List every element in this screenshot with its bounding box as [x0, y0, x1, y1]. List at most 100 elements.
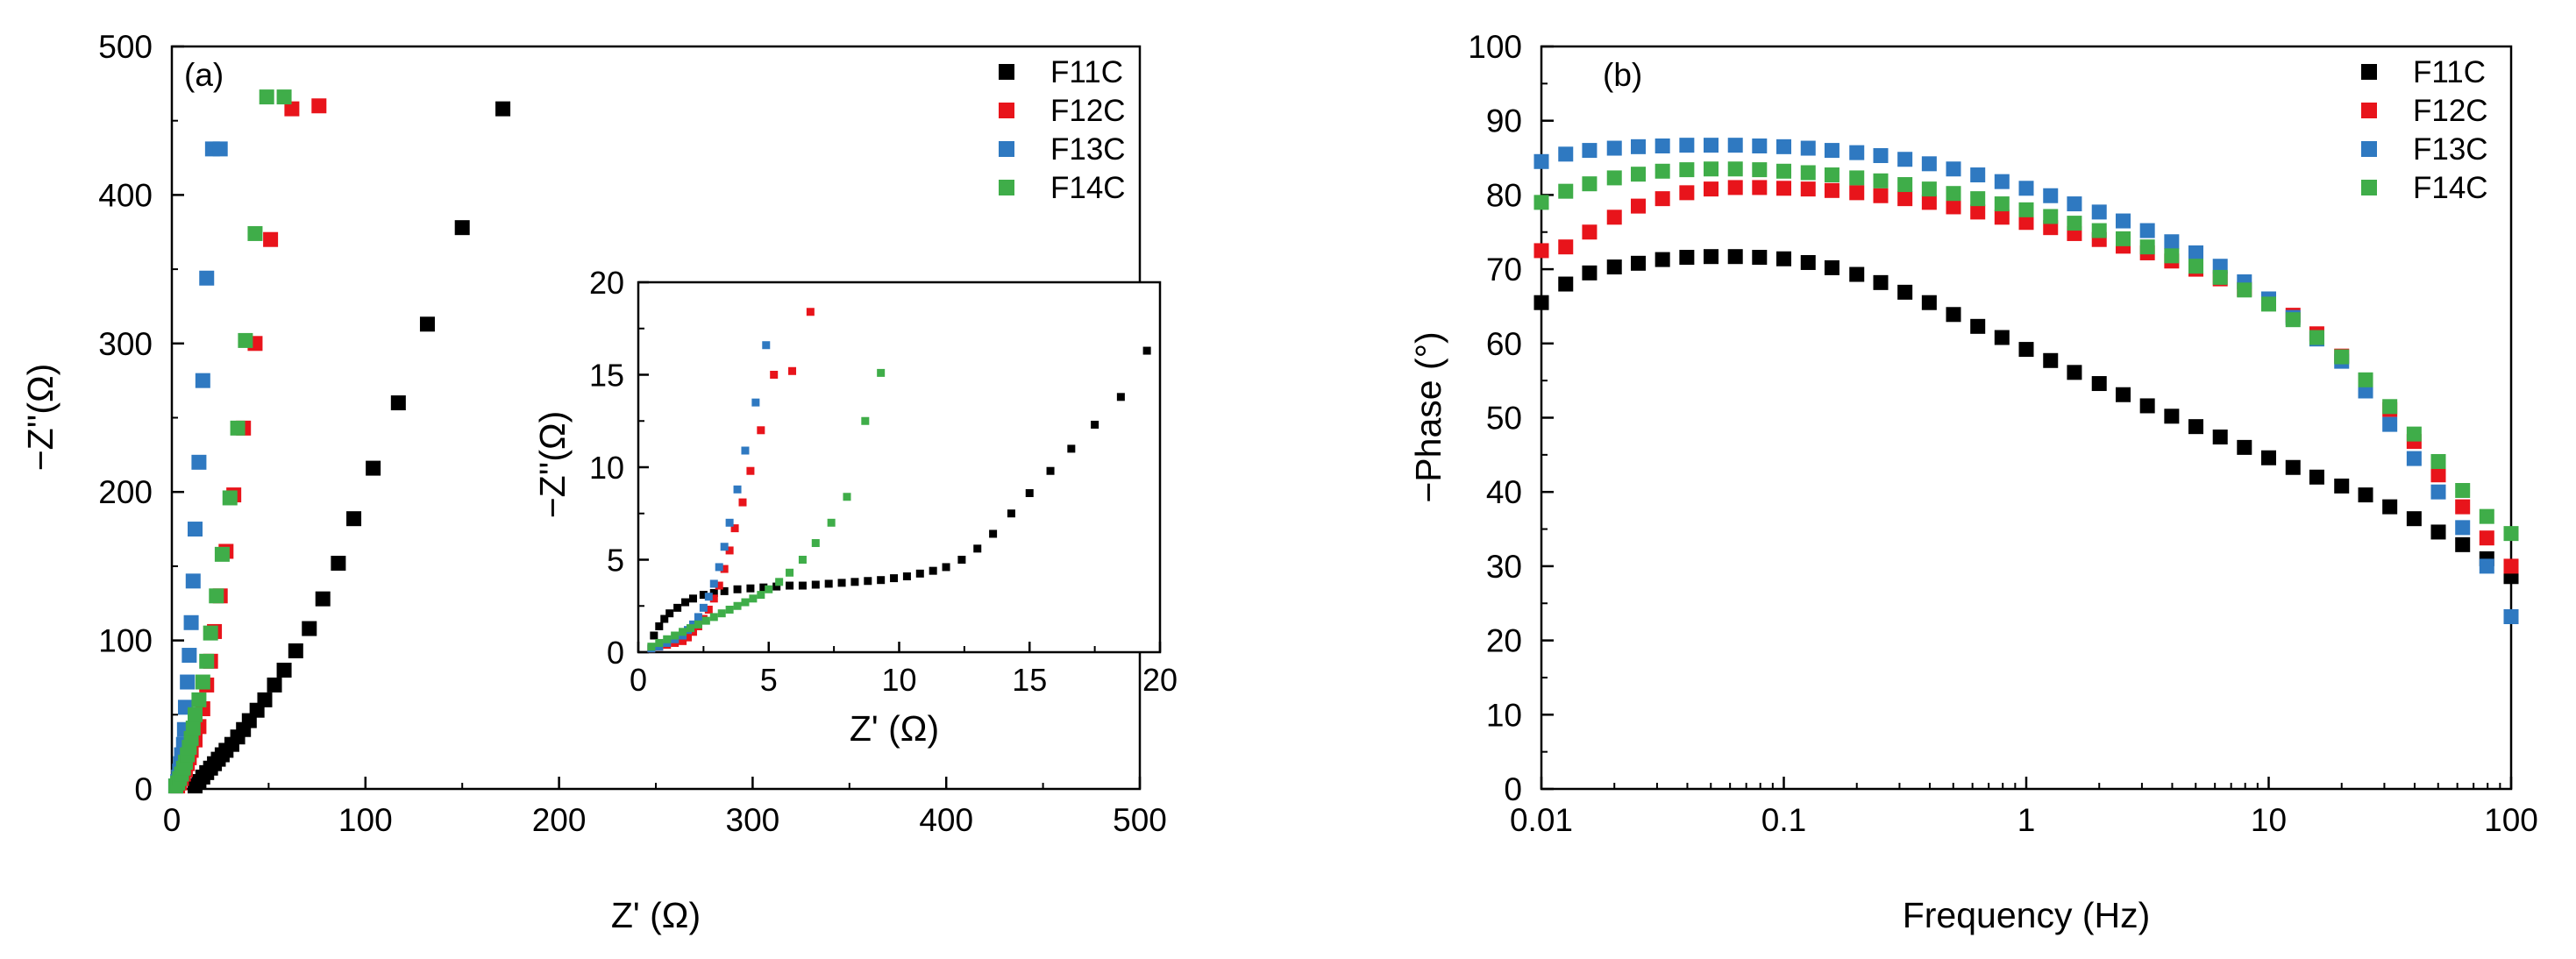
data-point-F13C: [1970, 167, 1986, 183]
data-point-F11C: [798, 581, 807, 590]
data-point-F11C: [786, 581, 794, 590]
data-point-F14C: [276, 89, 292, 105]
y-tick-label: 20: [589, 265, 624, 301]
data-point-F12C: [1752, 180, 1768, 195]
data-point-F11C: [1654, 252, 1670, 267]
data-point-F14C: [2455, 483, 2471, 499]
data-point-F13C: [699, 603, 708, 612]
legend-label-F14C: F14C: [1050, 171, 1126, 205]
panel-a-y-axis-title: −Z''(Ω): [20, 364, 60, 472]
data-point-F13C: [720, 543, 729, 551]
data-point-F14C: [1558, 183, 1574, 199]
data-point-F14C: [1679, 162, 1695, 178]
data-point-F14C: [1776, 163, 1791, 179]
data-point-F12C: [704, 605, 713, 614]
legend-label-F12C: F12C: [2413, 94, 2488, 128]
data-point-F13C: [704, 593, 713, 601]
data-point-F11C: [1007, 509, 1015, 518]
data-point-F14C: [709, 613, 718, 622]
data-point-F14C: [2212, 269, 2228, 285]
data-point-F13C: [2430, 484, 2446, 500]
data-point-F11C: [2164, 408, 2180, 424]
data-point-F12C: [263, 231, 279, 247]
panel-b-legend: F11C F12C F13C F14C: [2361, 55, 2488, 205]
series-F11C: [650, 346, 1151, 640]
inset-x-axis-title: Z' (Ω): [850, 708, 939, 749]
x-tick-label: 500: [1113, 802, 1167, 838]
data-point-F11C: [660, 614, 669, 623]
legend-marker-F13C: [999, 141, 1014, 157]
y-tick-label: 0: [1504, 771, 1522, 807]
data-point-F11C: [2406, 511, 2422, 527]
data-point-F14C: [2382, 399, 2398, 415]
data-point-F11C: [772, 582, 781, 591]
data-point-F13C: [694, 613, 702, 622]
data-point-F12C: [1631, 198, 1647, 214]
data-point-F11C: [673, 603, 682, 612]
x-tick-label: 0: [630, 662, 647, 698]
y-tick-label: 10: [589, 450, 624, 486]
data-point-F11C: [1067, 444, 1076, 453]
data-point-F14C: [2261, 296, 2276, 312]
data-point-F11C: [699, 591, 708, 600]
data-point-F12C: [1654, 191, 1670, 207]
data-point-F12C: [2455, 499, 2471, 515]
data-point-F11C: [850, 578, 859, 586]
data-point-F13C: [2139, 223, 2155, 238]
data-point-F14C: [1727, 161, 1743, 177]
data-point-F11C: [331, 556, 346, 572]
data-point-F11C: [2455, 536, 2471, 552]
y-tick-label: 15: [589, 358, 624, 394]
panel-a-tag: (a): [184, 57, 224, 93]
data-point-F11C: [1116, 393, 1125, 401]
y-tick-label: 0: [134, 771, 153, 807]
data-point-F14C: [203, 625, 218, 641]
data-point-F14C: [811, 539, 820, 548]
data-point-F11C: [2358, 487, 2373, 503]
data-point-F13C: [733, 485, 742, 494]
data-point-F12C: [725, 546, 734, 555]
data-point-F12C: [730, 524, 739, 533]
data-point-F12C: [1849, 185, 1865, 201]
data-point-F11C: [276, 662, 292, 678]
data-point-F12C: [1824, 182, 1839, 198]
x-tick-label: 5: [760, 662, 778, 698]
data-point-F13C: [2067, 196, 2082, 212]
data-point-F13C: [185, 573, 201, 589]
data-point-F12C: [1606, 210, 1622, 225]
y-tick-label: 500: [98, 29, 153, 65]
data-point-F12C: [2430, 467, 2446, 483]
data-point-F14C: [2358, 372, 2373, 387]
data-point-F11C: [2188, 419, 2204, 435]
data-point-F13C: [2164, 234, 2180, 250]
data-point-F14C: [1921, 181, 1937, 197]
data-point-F11C: [2091, 376, 2107, 392]
data-point-F11C: [1142, 346, 1151, 355]
legend-marker-F14C: [2361, 180, 2377, 195]
data-point-F11C: [1046, 466, 1055, 475]
inset-points: [647, 308, 1151, 653]
data-point-F13C: [1727, 138, 1743, 153]
data-point-F12C: [738, 498, 747, 507]
data-point-F14C: [222, 490, 238, 506]
legend-marker-F11C: [999, 64, 1014, 80]
data-point-F14C: [798, 556, 807, 564]
data-point-F14C: [1631, 167, 1647, 182]
data-point-F12C: [806, 308, 815, 316]
panel-a-x-axis-title: Z' (Ω): [611, 895, 701, 935]
data-point-F13C: [1776, 139, 1791, 154]
data-point-F14C: [214, 546, 230, 562]
data-point-F11C: [681, 598, 690, 607]
data-point-F14C: [687, 624, 694, 633]
legend-label-F11C: F11C: [1050, 55, 1123, 89]
y-tick-label: 400: [98, 177, 153, 213]
data-point-F11C: [973, 544, 982, 553]
data-point-F12C: [1679, 185, 1695, 201]
data-point-F14C: [238, 332, 253, 348]
data-point-F14C: [1582, 176, 1598, 192]
y-tick-label: 70: [1486, 252, 1522, 288]
data-point-F11C: [2382, 499, 2398, 515]
data-point-F11C: [257, 692, 273, 707]
